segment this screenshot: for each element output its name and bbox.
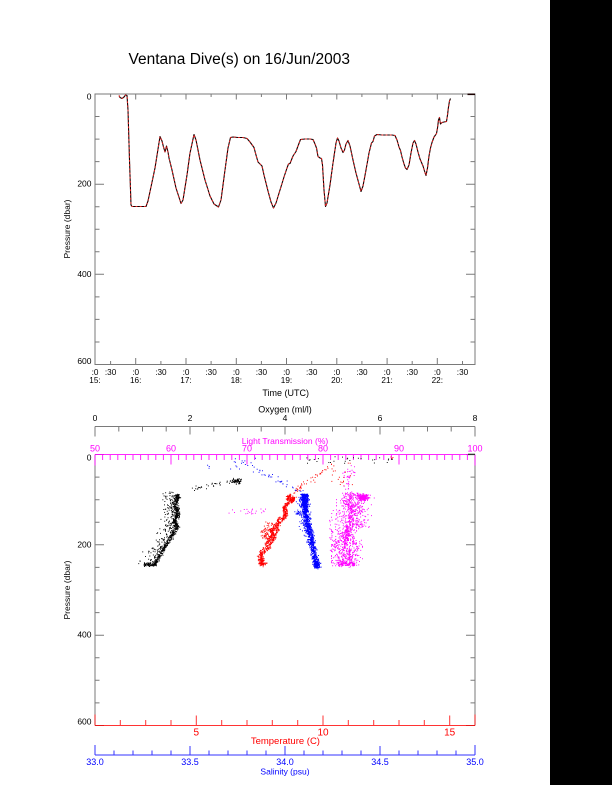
svg-text:Light Transmission (%): Light Transmission (%) [242, 436, 329, 446]
svg-text:8: 8 [473, 413, 478, 423]
svg-text:600: 600 [77, 717, 91, 727]
svg-text:90: 90 [394, 444, 404, 454]
svg-text:17:: 17: [180, 376, 191, 385]
svg-text::30: :30 [306, 368, 318, 377]
svg-text:21:: 21: [381, 376, 392, 385]
svg-text:34.0: 34.0 [276, 757, 294, 767]
svg-text:600: 600 [77, 356, 91, 366]
svg-text::30: :30 [356, 368, 368, 377]
svg-text:0: 0 [87, 453, 92, 463]
svg-text:Ventana Dive(s) on 16/Jun/2003: Ventana Dive(s) on 16/Jun/2003 [129, 51, 350, 68]
svg-text::30: :30 [155, 368, 167, 377]
svg-text::0: :0 [333, 368, 340, 377]
svg-text:Oxygen (ml/l): Oxygen (ml/l) [258, 405, 312, 415]
svg-text:0: 0 [87, 92, 92, 102]
svg-text:4: 4 [283, 413, 288, 423]
svg-text:100: 100 [467, 444, 482, 454]
svg-text:0: 0 [93, 413, 98, 423]
svg-text:Salinity (psu): Salinity (psu) [260, 767, 309, 777]
svg-text::0: :0 [384, 368, 391, 377]
svg-text:Time (UTC): Time (UTC) [262, 388, 309, 398]
svg-text::0: :0 [233, 368, 240, 377]
svg-text::30: :30 [457, 368, 469, 377]
svg-text:18:: 18: [231, 376, 242, 385]
svg-text:50: 50 [90, 444, 100, 454]
svg-text:60: 60 [166, 444, 176, 454]
svg-text::30: :30 [256, 368, 268, 377]
svg-text::0: :0 [434, 368, 441, 377]
svg-text:16:: 16: [130, 376, 141, 385]
svg-text:15: 15 [444, 727, 456, 738]
svg-text:70: 70 [242, 444, 252, 454]
svg-text:400: 400 [77, 269, 91, 279]
svg-text:80: 80 [318, 444, 328, 454]
svg-text:Temperature (C): Temperature (C) [251, 736, 320, 747]
svg-text::30: :30 [105, 368, 117, 377]
svg-text:Pressure (dbar): Pressure (dbar) [62, 560, 72, 619]
svg-text:Pressure (dbar): Pressure (dbar) [62, 199, 72, 258]
svg-text:33.0: 33.0 [86, 757, 104, 767]
svg-text:34.5: 34.5 [371, 757, 389, 767]
svg-text::0: :0 [92, 368, 99, 377]
svg-text:33.5: 33.5 [181, 757, 199, 767]
svg-text:2: 2 [188, 413, 193, 423]
svg-text:20:: 20: [331, 376, 342, 385]
svg-text:22:: 22: [432, 376, 443, 385]
svg-text::30: :30 [407, 368, 419, 377]
svg-text::30: :30 [205, 368, 217, 377]
svg-text:6: 6 [378, 413, 383, 423]
svg-text:400: 400 [77, 630, 91, 640]
svg-text:200: 200 [77, 539, 91, 549]
svg-text::0: :0 [283, 368, 290, 377]
svg-text:35.0: 35.0 [466, 757, 484, 767]
svg-text::0: :0 [132, 368, 139, 377]
svg-text::0: :0 [183, 368, 190, 377]
svg-text:15:: 15: [89, 376, 100, 385]
svg-text:19:: 19: [281, 376, 292, 385]
svg-text:5: 5 [194, 727, 200, 738]
svg-text:10: 10 [317, 727, 329, 738]
svg-text:200: 200 [77, 179, 91, 189]
